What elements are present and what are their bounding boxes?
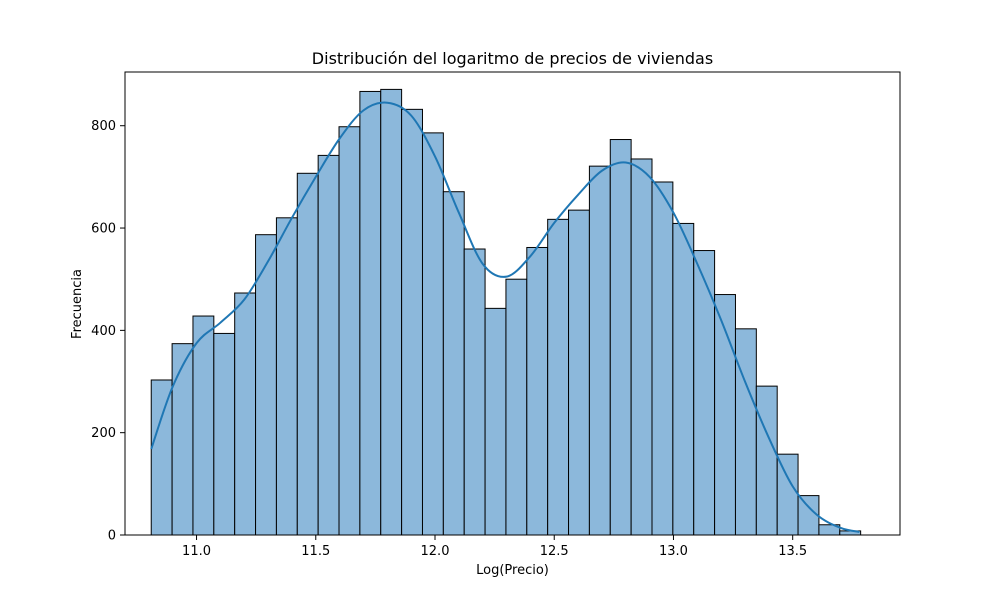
x-tick-label: 12.5 [540,544,569,559]
y-tick-label: 400 [91,324,116,339]
y-tick-label: 800 [91,119,116,134]
kde-line [150,101,860,533]
histogram-bar [547,218,570,536]
histogram-bar [442,191,465,536]
histogram-bar [651,181,674,536]
x-tick-label: 11.0 [182,544,211,559]
histogram-bar [755,385,778,536]
histogram-bar [213,332,236,536]
histogram-bar [150,379,173,536]
histogram-bar [296,172,319,536]
histogram-bar [380,88,403,536]
histogram-bar [797,495,820,536]
histogram-bar [693,250,716,536]
histogram-bar [734,328,757,536]
y-tick-label: 600 [91,222,116,237]
x-tick-label: 11.5 [301,544,330,559]
histogram-bar [171,343,194,536]
histogram-bar [234,292,257,536]
histogram-bar [275,217,298,536]
y-tick-label: 200 [91,426,116,441]
histogram-bar [568,209,590,536]
histogram-bar [609,139,632,536]
histogram-bar [421,132,444,536]
histogram-bar [630,158,653,536]
histogram-bar [463,248,486,536]
histogram-bar [526,246,549,536]
y-axis-label: Frecuencia [70,269,85,339]
x-axis-label: Log(Precio) [476,563,549,578]
plot-frame [124,71,901,536]
histogram-bar [317,154,340,536]
histogram-bar [588,165,611,536]
y-tick-label: 0 [108,529,116,544]
histogram-bar [359,90,382,536]
histogram-bar [505,278,528,536]
x-tick-label: 13.0 [659,544,688,559]
chart-title: Distribución del logaritmo de precios de… [312,49,713,68]
x-tick-label: 13.5 [778,544,807,559]
histogram-bar [338,126,361,536]
histogram-bar [484,307,507,536]
x-tick-label: 12.0 [421,544,450,559]
histogram-bar [672,222,695,536]
x-axis-ticks: 11.0 11.5 12.0 12.5 13.0 13.5 [182,535,807,559]
histogram-bars [150,88,862,536]
histogram-bar [192,315,215,536]
y-axis-ticks: 0 200 400 600 800 [91,119,125,544]
histogram-bar [401,108,423,536]
histogram-bar [255,234,277,536]
histogram-bar [776,453,799,536]
